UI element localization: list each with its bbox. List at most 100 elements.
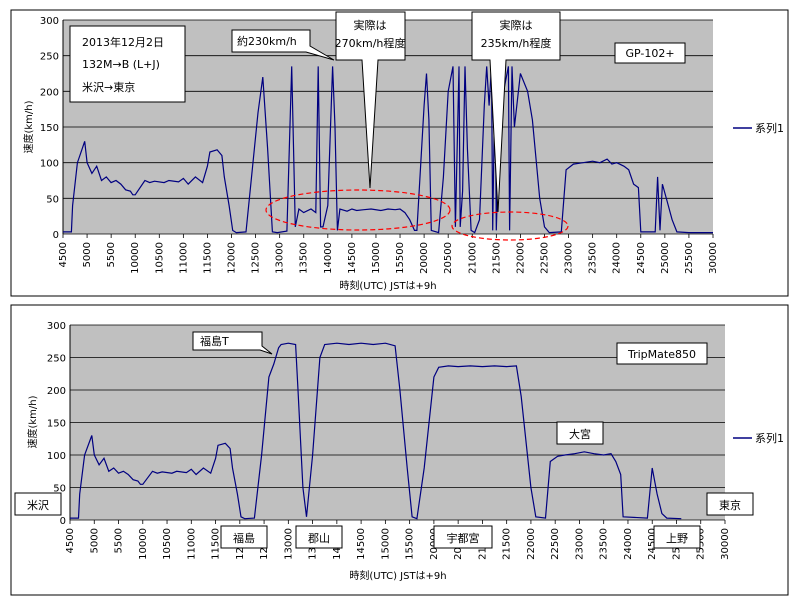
top-y-ticks: 0 50 100 150 200 250 300 [40,16,59,241]
bottom-x-tick-label: 11000 [186,528,197,560]
bottom-x-tick-label: 25500 [696,528,707,560]
station-utsunomiya: 宇都宮 [447,531,480,545]
station-box-utsunomiya [433,525,493,549]
station-koriyama: 郡山 [308,532,330,545]
bottom-y-tick-label: 150 [47,419,66,430]
top-x-tick-label: 13000 [275,242,286,274]
bottom-chart: 0 50 100 150 200 250 300 4500 5000 5500 10000 1050… [10,304,789,596]
bottom-y-tick-label: 0 [60,516,66,527]
top-x-tick-label: 21000 [467,242,478,274]
top-y-tick-label: 0 [53,230,59,241]
top-x-tick-label: 5000 [82,242,93,267]
top-x-tick-label: 5500 [106,242,117,267]
bottom-x-tick-label: 23000 [574,528,585,560]
station-omiya: 大宮 [569,427,591,441]
top-x-tick-label: 13500 [299,242,310,274]
bottom-x-tick-label: 15000 [380,528,391,560]
top-x-tick-label: 22000 [515,242,526,274]
bottom-x-tick-label: 22000 [526,528,537,560]
bottom-x-tick-label: 10000 [138,528,149,560]
bottom-y-tick-label: 300 [47,321,66,332]
bottom-x-tick-label: 24000 [623,528,634,560]
top-x-tick-label: 4500 [58,242,69,267]
bottom-x-tick-label: 4500 [65,528,76,553]
top-x-tick-label: 15000 [371,242,382,274]
top-y-tick-label: 200 [40,87,59,98]
top-callout-235-line2: 235km/h程度 [481,36,552,50]
bottom-device-label: TripMate850 [627,348,696,361]
top-x-tick-label: 20500 [443,242,454,274]
station-tokyo: 東京 [719,498,741,512]
top-info-box [69,25,186,103]
bottom-x-tick-label: 13000 [283,528,294,560]
bottom-gridlines [69,324,725,521]
top-y-tick-label: 100 [40,159,59,170]
top-x-tick-label: 10500 [154,242,165,274]
top-x-tick-label: 12000 [227,242,238,274]
top-x-tick-label: 20000 [419,242,430,274]
bottom-y-tick-label: 250 [47,354,66,365]
bottom-x-tick-label: 10500 [162,528,173,560]
station-box-ueno [653,525,701,549]
top-y-tick-label: 150 [40,123,59,134]
top-x-tick-label: 24500 [636,242,647,274]
top-callout-270-line1: 実際は [354,18,387,32]
station-yonezawa: 米沢 [27,498,49,512]
top-x-tick-label: 24000 [612,242,623,274]
bottom-series-line [70,342,682,520]
top-x-tick-label: 22500 [539,242,550,274]
bottom-legend-label: 系列1 [755,431,784,445]
top-callout-270-line2: 270km/h程度 [335,36,406,50]
bottom-x-tick-label: 23500 [599,528,610,560]
top-device-box [614,42,686,64]
bottom-callout-fukushima-t-bubble [192,331,273,355]
top-y-tick-label: 50 [46,194,59,205]
bottom-device-box [616,342,708,365]
top-x-tick-label: 30000 [708,242,719,274]
bottom-x-tick-label: 5500 [114,528,125,553]
top-series-line [63,66,713,234]
top-x-tick-label: 23000 [564,242,575,274]
top-y-tick-label: 300 [40,16,59,27]
bottom-x-tick-label: 5000 [89,528,100,553]
station-box-yonezawa [14,492,62,516]
bottom-y-ticks: 0 50 100 150 200 250 300 [47,321,66,527]
top-callout-270-bubble [335,11,406,189]
bottom-x-tick-label: 21500 [502,528,513,560]
top-info-route: 米沢→東京 [82,80,135,94]
station-box-omiya [556,421,604,445]
top-x-tick-label: 23500 [588,242,599,274]
top-x-tick-label: 25000 [660,242,671,274]
top-device-label: GP-102+ [625,47,674,60]
top-x-tick-label: 11500 [202,242,213,274]
station-fukushima: 福島 [233,531,255,545]
bottom-y-tick-label: 50 [53,484,66,495]
bottom-x-tick-label: 24500 [647,528,658,560]
top-highlight-ellipse-1 [265,189,451,231]
station-box-koriyama [295,525,343,549]
top-info-train: 132M→B (L+J) [82,58,160,71]
bottom-y-axis-title: 速度(km/h) [26,395,39,448]
top-x-axis-title: 時刻(UTC) JSTは+9h [339,279,436,292]
station-ueno: 上野 [666,532,688,545]
station-box-tokyo [706,492,754,516]
bottom-x-tick-label: 15500 [405,528,416,560]
station-box-fukushima [220,525,268,549]
top-y-axis-title: 速度(km/h) [22,100,35,153]
top-highlight-ellipse-2 [451,211,569,241]
bottom-x-tick-label: 11500 [211,528,222,560]
bottom-x-tick-label: 30000 [720,528,731,560]
top-callout-235-bubble [471,11,561,213]
top-callout-230-text: 約230km/h [237,34,297,48]
bottom-callout-fukushima-t: 福島T [200,334,229,348]
top-x-tick-label: 12500 [251,242,262,274]
top-chart: 0 50 100 150 200 250 300 4500 5000 5500 10000 1050… [10,9,789,297]
top-x-tick-label: 15500 [395,242,406,274]
top-x-tick-label: 11000 [178,242,189,274]
top-x-tick-label: 25500 [684,242,695,274]
top-x-tick-label: 14000 [323,242,334,274]
bottom-y-tick-label: 200 [47,386,66,397]
top-x-tick-label: 10000 [130,242,141,274]
top-x-tick-label: 14500 [347,242,358,274]
bottom-x-tick-label: 14500 [356,528,367,560]
